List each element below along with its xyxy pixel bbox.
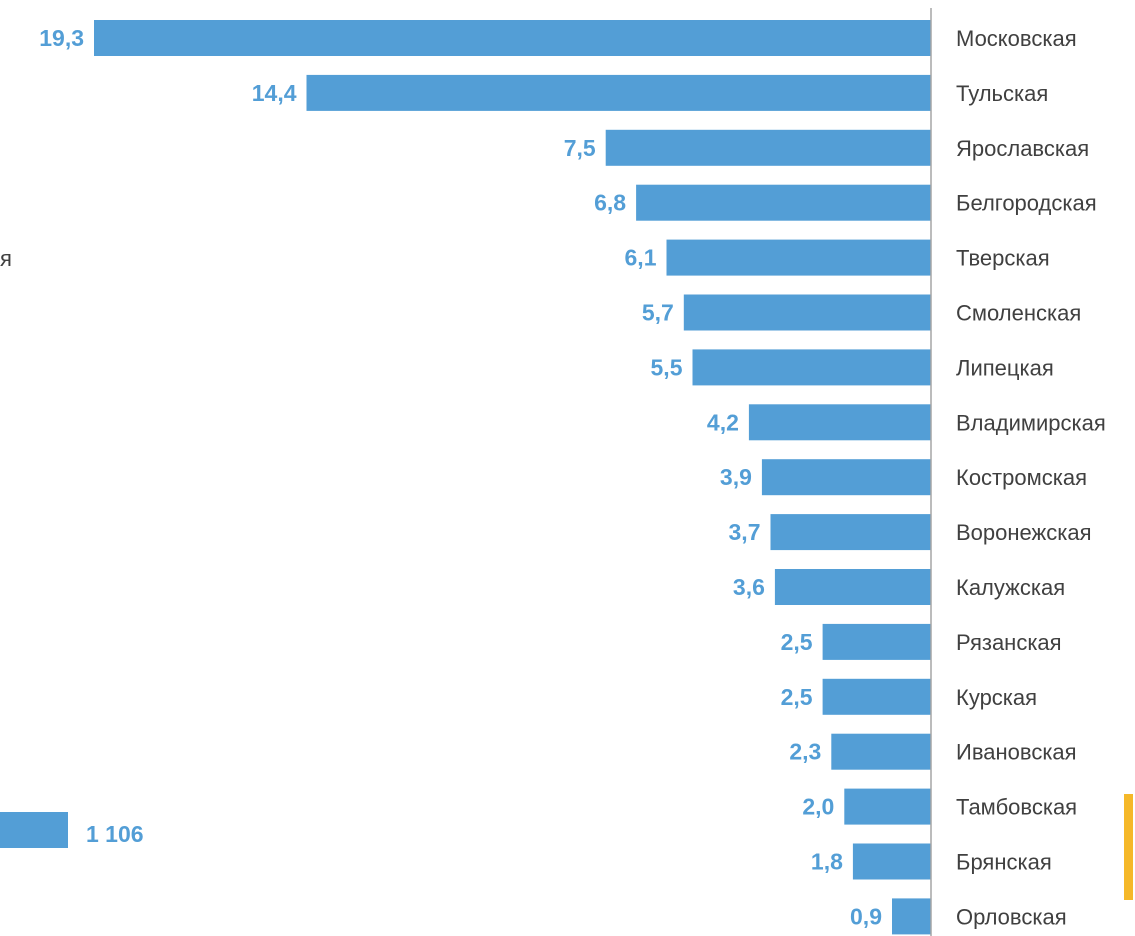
category-label: Московская (956, 26, 1077, 51)
clipped-bar-value-label: 1 106 (86, 821, 144, 847)
bar (774, 569, 931, 605)
bar-value-label: 0,9 (850, 903, 882, 929)
bar-value-label: 3,6 (733, 574, 765, 600)
category-label: Смоленская (956, 301, 1081, 326)
clipped-left-panel: я 1 106 (0, 246, 144, 848)
bar (892, 898, 931, 935)
bar (770, 514, 931, 551)
bar-value-label: 5,7 (642, 300, 674, 326)
bar-value-label: 2,0 (802, 794, 834, 820)
category-label: Ивановская (956, 740, 1077, 765)
bar (636, 184, 931, 221)
category-label: Липецкая (956, 355, 1054, 380)
category-label: Белгородская (956, 191, 1097, 216)
clipped-bar (0, 812, 68, 848)
bar (94, 20, 931, 56)
category-label: Калужская (956, 575, 1065, 600)
bars-group: 19,3 Московская 14,4 Тульская 7,5 Ярославская… (39, 20, 1106, 935)
bar (748, 404, 931, 441)
bar-value-label: 3,7 (729, 519, 761, 545)
bar (692, 349, 931, 386)
bar (822, 623, 931, 660)
bar-value-label: 4,2 (707, 409, 739, 435)
bar-value-label: 2,3 (789, 739, 821, 765)
bar-value-label: 2,5 (781, 629, 813, 655)
category-label: Тамбовская (956, 795, 1077, 820)
category-label: Рязанская (956, 630, 1062, 655)
category-label: Воронежская (956, 520, 1092, 545)
bar-value-label: 1,8 (811, 849, 843, 875)
bar-value-label: 19,3 (39, 25, 84, 51)
category-label: Тульская (956, 81, 1048, 106)
bar-value-label: 3,9 (720, 464, 752, 490)
bar-value-label: 6,1 (625, 245, 657, 271)
bar (844, 788, 931, 825)
category-label: Брянская (956, 850, 1052, 875)
bar (605, 129, 931, 166)
category-label: Ярославская (956, 136, 1089, 161)
category-label: Тверская (956, 246, 1050, 271)
bar-value-label: 14,4 (252, 80, 297, 106)
bar-value-label: 7,5 (564, 135, 596, 161)
bar (831, 733, 931, 770)
category-label: Орловская (956, 904, 1067, 929)
bar (666, 239, 931, 276)
bar (761, 459, 931, 496)
category-label: Владимирская (956, 410, 1106, 435)
clipped-category-fragment: я (0, 246, 12, 271)
bar-value-label: 2,5 (781, 684, 813, 710)
category-label: Курская (956, 685, 1037, 710)
bar (306, 74, 931, 111)
bar-value-label: 6,8 (594, 190, 626, 216)
bar (852, 843, 931, 880)
bar (683, 294, 931, 331)
category-label: Костромская (956, 465, 1087, 490)
highlight-marker (1124, 794, 1133, 900)
bar-value-label: 5,5 (651, 354, 683, 380)
bar (822, 678, 931, 715)
